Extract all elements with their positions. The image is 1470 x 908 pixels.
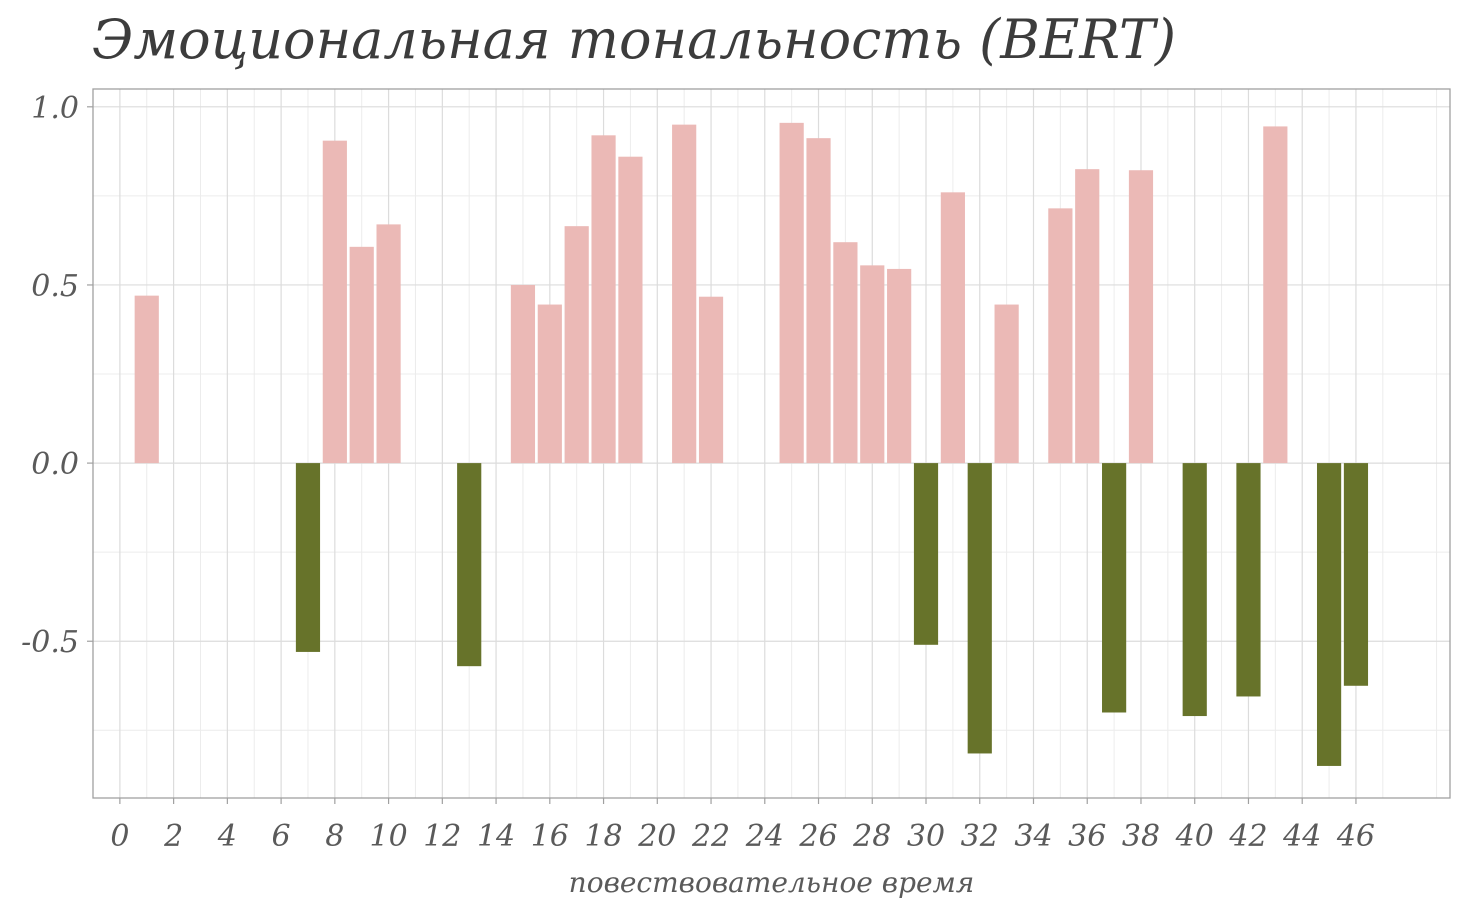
x-tick-label: 2: [163, 819, 183, 854]
x-tick-label: 14: [477, 819, 515, 854]
x-tick-label: 0: [110, 819, 129, 854]
bar-32: [967, 463, 992, 754]
bar-42: [1236, 463, 1261, 697]
x-tick-label: 36: [1068, 819, 1106, 854]
bar-13: [457, 463, 482, 667]
x-tick-label: 42: [1228, 819, 1267, 854]
x-tick-label: 8: [325, 819, 344, 854]
y-tick-label: -0.5: [21, 625, 79, 660]
bar-28: [860, 265, 885, 464]
x-tick-label: 16: [531, 819, 569, 854]
x-tick-label: 12: [423, 819, 461, 854]
bar-36: [1075, 169, 1100, 464]
x-axis-label: повествовательное время: [569, 866, 975, 899]
bar-21: [672, 124, 697, 464]
bar-16: [537, 304, 562, 464]
bar-40: [1182, 463, 1207, 717]
bar-45: [1316, 463, 1342, 766]
x-tick-label: 4: [217, 819, 237, 854]
bar-17: [564, 226, 589, 464]
bar-37: [1102, 463, 1127, 713]
x-tick-label: 38: [1122, 819, 1160, 854]
x-tick-label: 22: [691, 819, 730, 854]
x-tick-label: 18: [584, 819, 622, 854]
bar-38: [1128, 170, 1154, 464]
x-tick-label: 20: [637, 819, 676, 854]
chart-title: Эмоциональная тональность (BERT): [92, 8, 1177, 71]
plot-border: [92, 88, 1451, 799]
x-tick-label: 40: [1175, 819, 1214, 854]
bar-30: [913, 463, 939, 645]
x-tick-label: 30: [907, 819, 945, 854]
bar-18: [591, 135, 616, 464]
x-tick-label: 24: [745, 819, 784, 854]
bar-26: [806, 138, 831, 464]
bar-46: [1343, 463, 1369, 686]
bar-9: [349, 246, 374, 464]
x-tick-label: 34: [1014, 819, 1052, 854]
bar-29: [887, 268, 912, 464]
bar-15: [510, 284, 536, 464]
bar-35: [1048, 208, 1073, 464]
y-tick-label: 0.0: [31, 447, 79, 482]
x-tick-label: 6: [272, 819, 291, 854]
x-tick-label: 32: [961, 819, 999, 854]
x-tick-label: 28: [852, 819, 891, 854]
bar-10: [376, 224, 401, 464]
bar-33: [994, 304, 1019, 464]
bar-22: [698, 296, 724, 464]
y-tick-label: 0.5: [31, 269, 79, 304]
bar-31: [940, 192, 965, 464]
x-tick-label: 46: [1336, 819, 1375, 854]
bar-27: [833, 242, 858, 464]
bar-1: [134, 295, 159, 464]
bar-43: [1263, 126, 1288, 464]
bar-25: [779, 122, 804, 464]
y-tick-label: 1.0: [31, 91, 79, 126]
plot-panel: [93, 89, 1450, 798]
x-tick-label: 10: [369, 819, 407, 854]
bar-8: [322, 140, 347, 464]
x-tick-label: 26: [798, 819, 837, 854]
bar-7: [295, 463, 321, 652]
x-tick-label: 44: [1282, 819, 1321, 854]
bar-19: [618, 156, 643, 464]
